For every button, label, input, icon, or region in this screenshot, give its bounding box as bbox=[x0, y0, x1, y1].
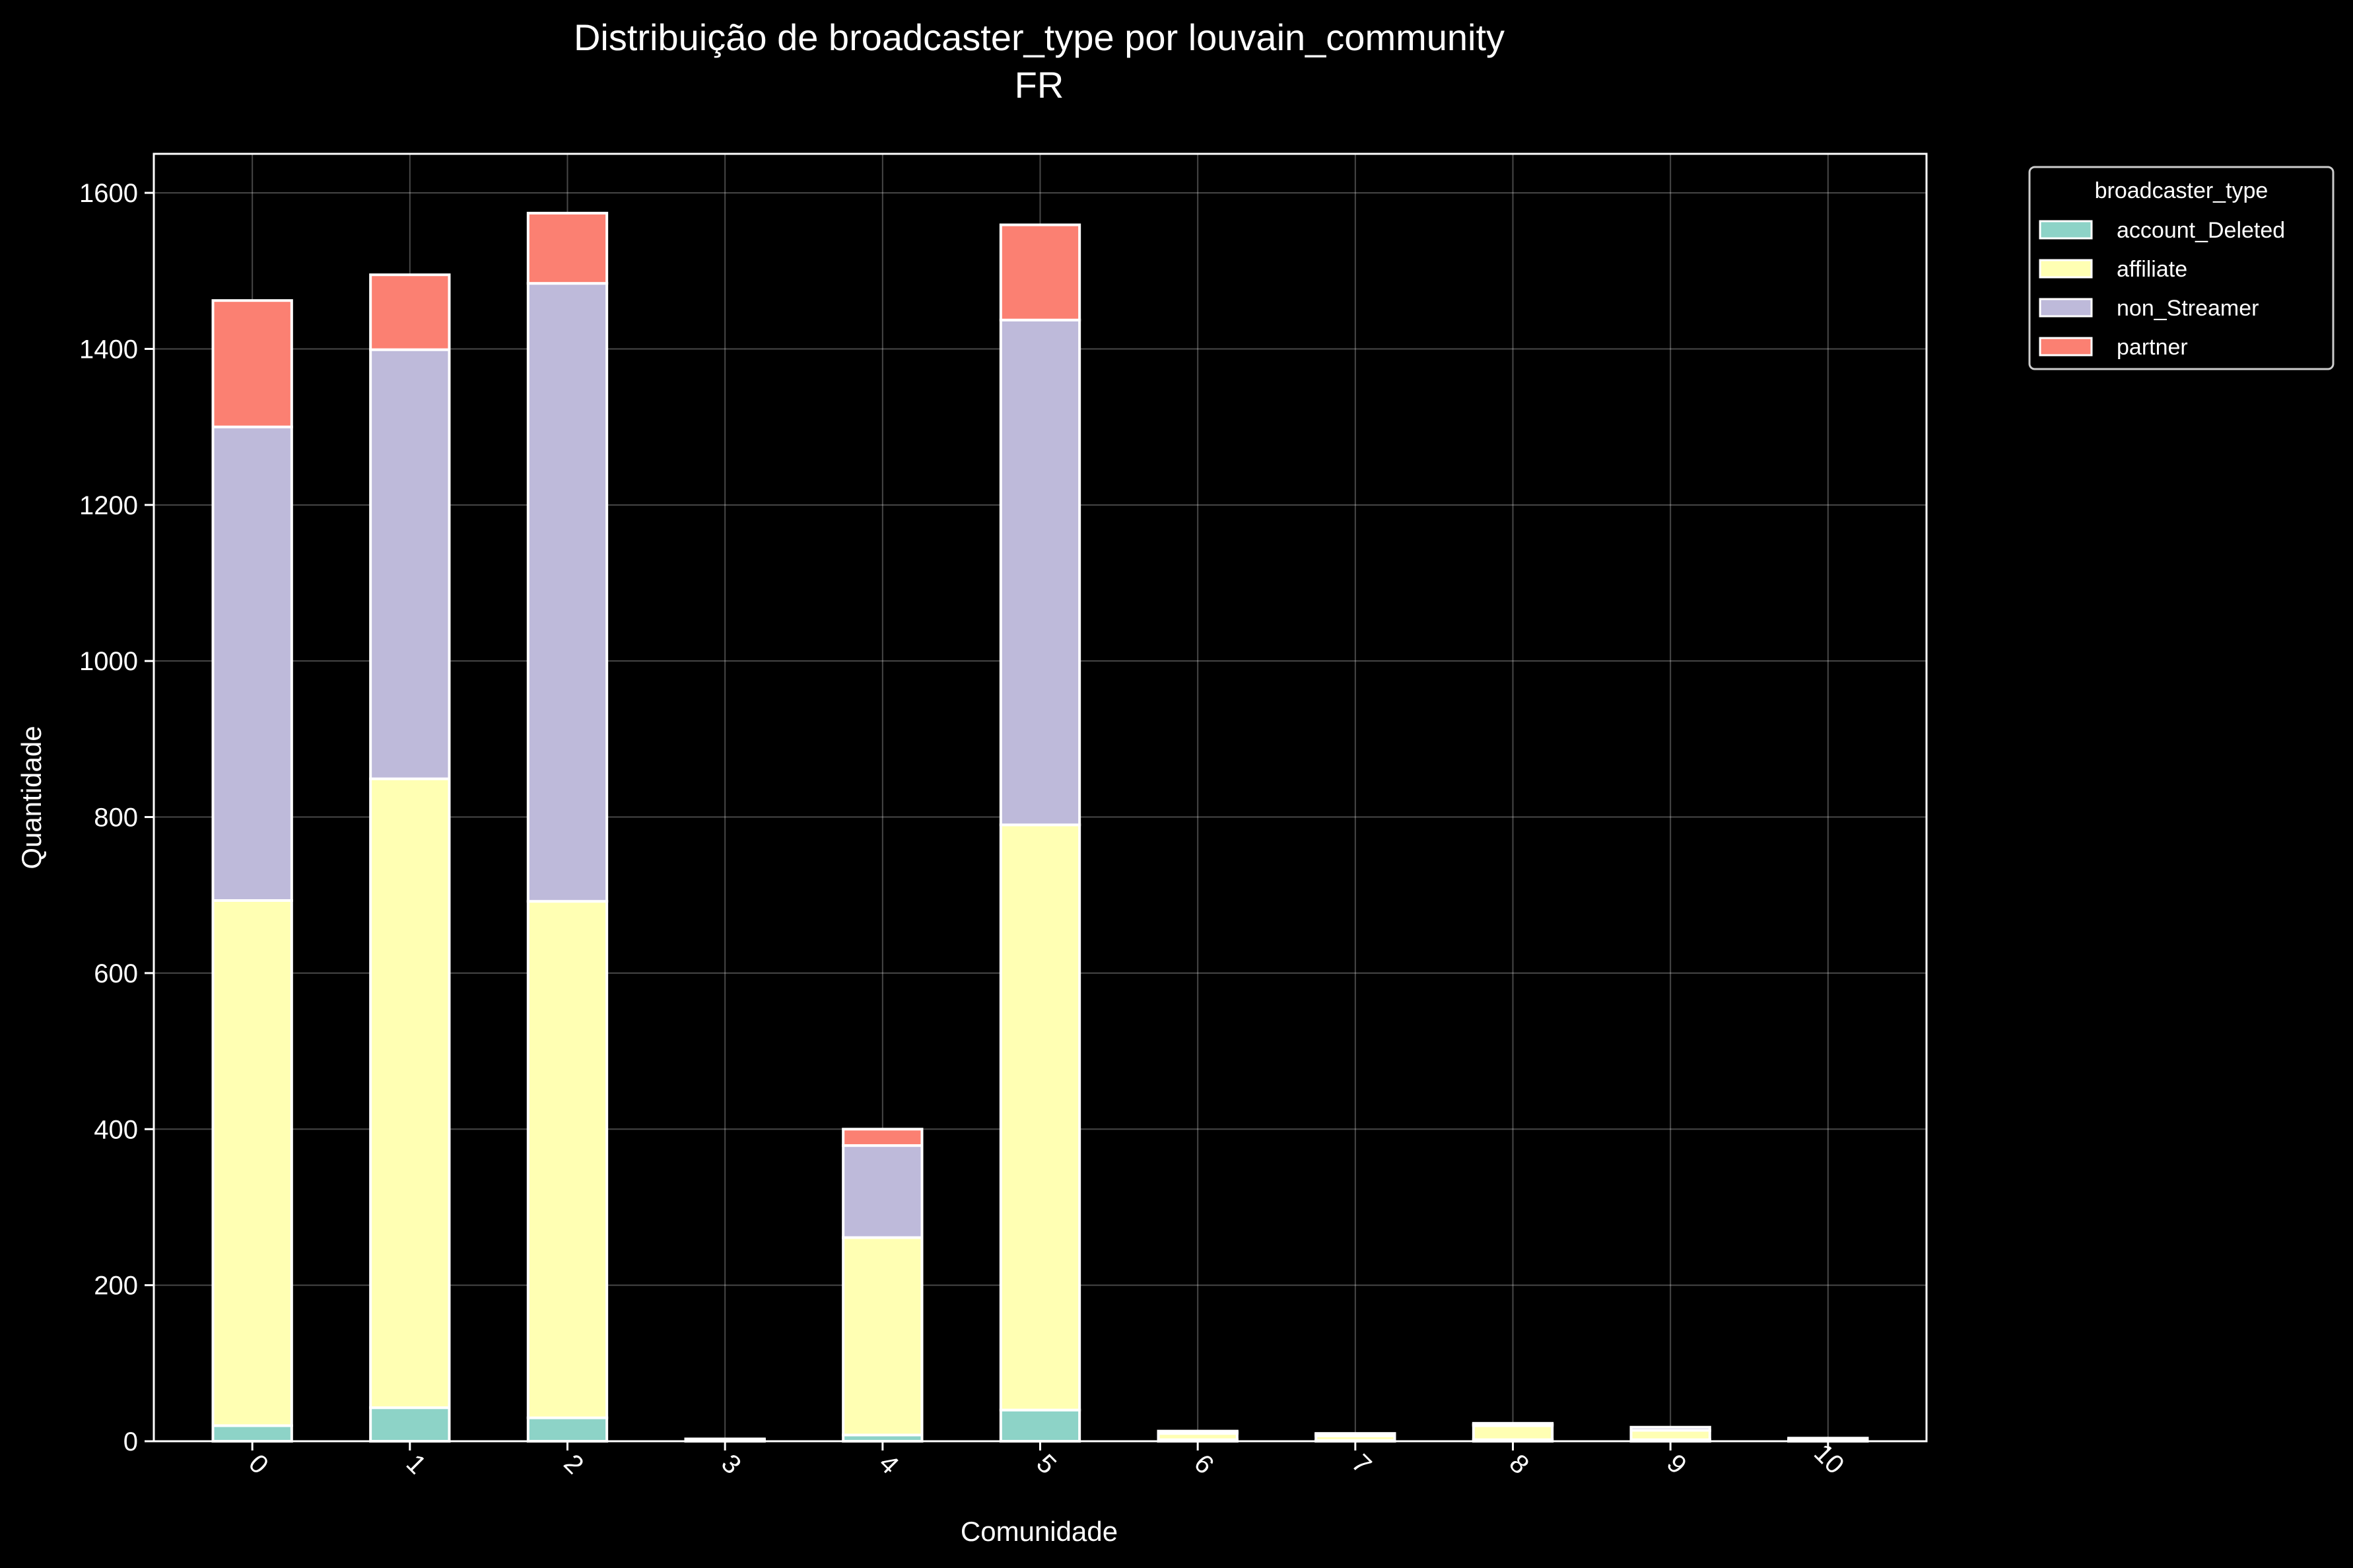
bar-segment-account-deleted bbox=[999, 1408, 1081, 1443]
bar-segment-non-streamer bbox=[211, 425, 293, 902]
y-tick-label: 200 bbox=[94, 1272, 138, 1301]
bar-segment-affiliate bbox=[1629, 1429, 1711, 1441]
bar-segment-non-streamer bbox=[1787, 1437, 1869, 1441]
y-tick-label: 1000 bbox=[79, 647, 138, 676]
legend-swatch bbox=[2039, 298, 2093, 318]
bar-segment-affiliate bbox=[526, 900, 609, 1419]
legend-label: non_Streamer bbox=[2117, 296, 2259, 321]
bar-segment-partner bbox=[1314, 1432, 1396, 1436]
bar-segment-affiliate bbox=[211, 899, 293, 1427]
bar-segment-non-streamer bbox=[1629, 1425, 1711, 1432]
bar-segment-affiliate bbox=[999, 823, 1081, 1412]
bar-segment-partner bbox=[1472, 1421, 1554, 1425]
legend: broadcaster_type account_Deleted affiliat… bbox=[2028, 166, 2335, 370]
bar-segment-partner bbox=[369, 273, 451, 351]
bar-segment-non-streamer bbox=[526, 282, 609, 903]
bar-segment-partner bbox=[842, 1128, 924, 1147]
bar-segment-affiliate bbox=[369, 777, 451, 1410]
bar-segment-non-streamer bbox=[842, 1144, 924, 1239]
bar-segment-partner bbox=[999, 223, 1081, 322]
legend-frame bbox=[2028, 166, 2335, 370]
y-tick-label: 1400 bbox=[79, 335, 138, 364]
legend-items: account_Deleted affiliate non_Streamerpart… bbox=[2039, 218, 2285, 360]
bars bbox=[211, 211, 1869, 1443]
y-tick-label: 600 bbox=[94, 959, 138, 988]
bar-segment-partner bbox=[1157, 1429, 1239, 1433]
chart-title: Distribuição de broadcaster_type por lou… bbox=[574, 17, 1505, 58]
bar-segment-affiliate bbox=[842, 1236, 924, 1437]
y-tick-label: 0 bbox=[123, 1427, 138, 1456]
legend-label: partner bbox=[2117, 335, 2188, 360]
bar-segment-partner bbox=[526, 211, 609, 285]
y-tick-label: 1200 bbox=[79, 491, 138, 520]
y-tick-label: 1600 bbox=[79, 179, 138, 208]
bar-segment-affiliate bbox=[1472, 1424, 1554, 1441]
chart-subtitle: FR bbox=[1015, 64, 1064, 106]
legend-swatch bbox=[2039, 220, 2093, 240]
bar-segment-non-streamer bbox=[999, 318, 1081, 827]
legend-label: account_Deleted bbox=[2117, 218, 2285, 243]
bar-segment-account-deleted bbox=[211, 1424, 293, 1443]
x-axis-label: Comunidade bbox=[961, 1516, 1118, 1547]
bar-segment-non-streamer bbox=[369, 348, 451, 780]
y-axis-label: Quantidade bbox=[16, 726, 47, 869]
y-tick-label: 800 bbox=[94, 803, 138, 833]
legend-title: broadcaster_type bbox=[2095, 178, 2268, 203]
legend-label: affiliate bbox=[2117, 257, 2187, 282]
bar-segment-account-deleted bbox=[369, 1406, 451, 1443]
bar-segment-partner bbox=[211, 299, 293, 428]
legend-swatch bbox=[2039, 337, 2093, 357]
bar-segment-account-deleted bbox=[526, 1416, 609, 1443]
legend-swatch bbox=[2039, 259, 2093, 279]
y-tick-label: 400 bbox=[94, 1115, 138, 1144]
y-axis-ticks: 0 200 400 600 800 1000 1200 1400 1600 bbox=[79, 179, 154, 1456]
